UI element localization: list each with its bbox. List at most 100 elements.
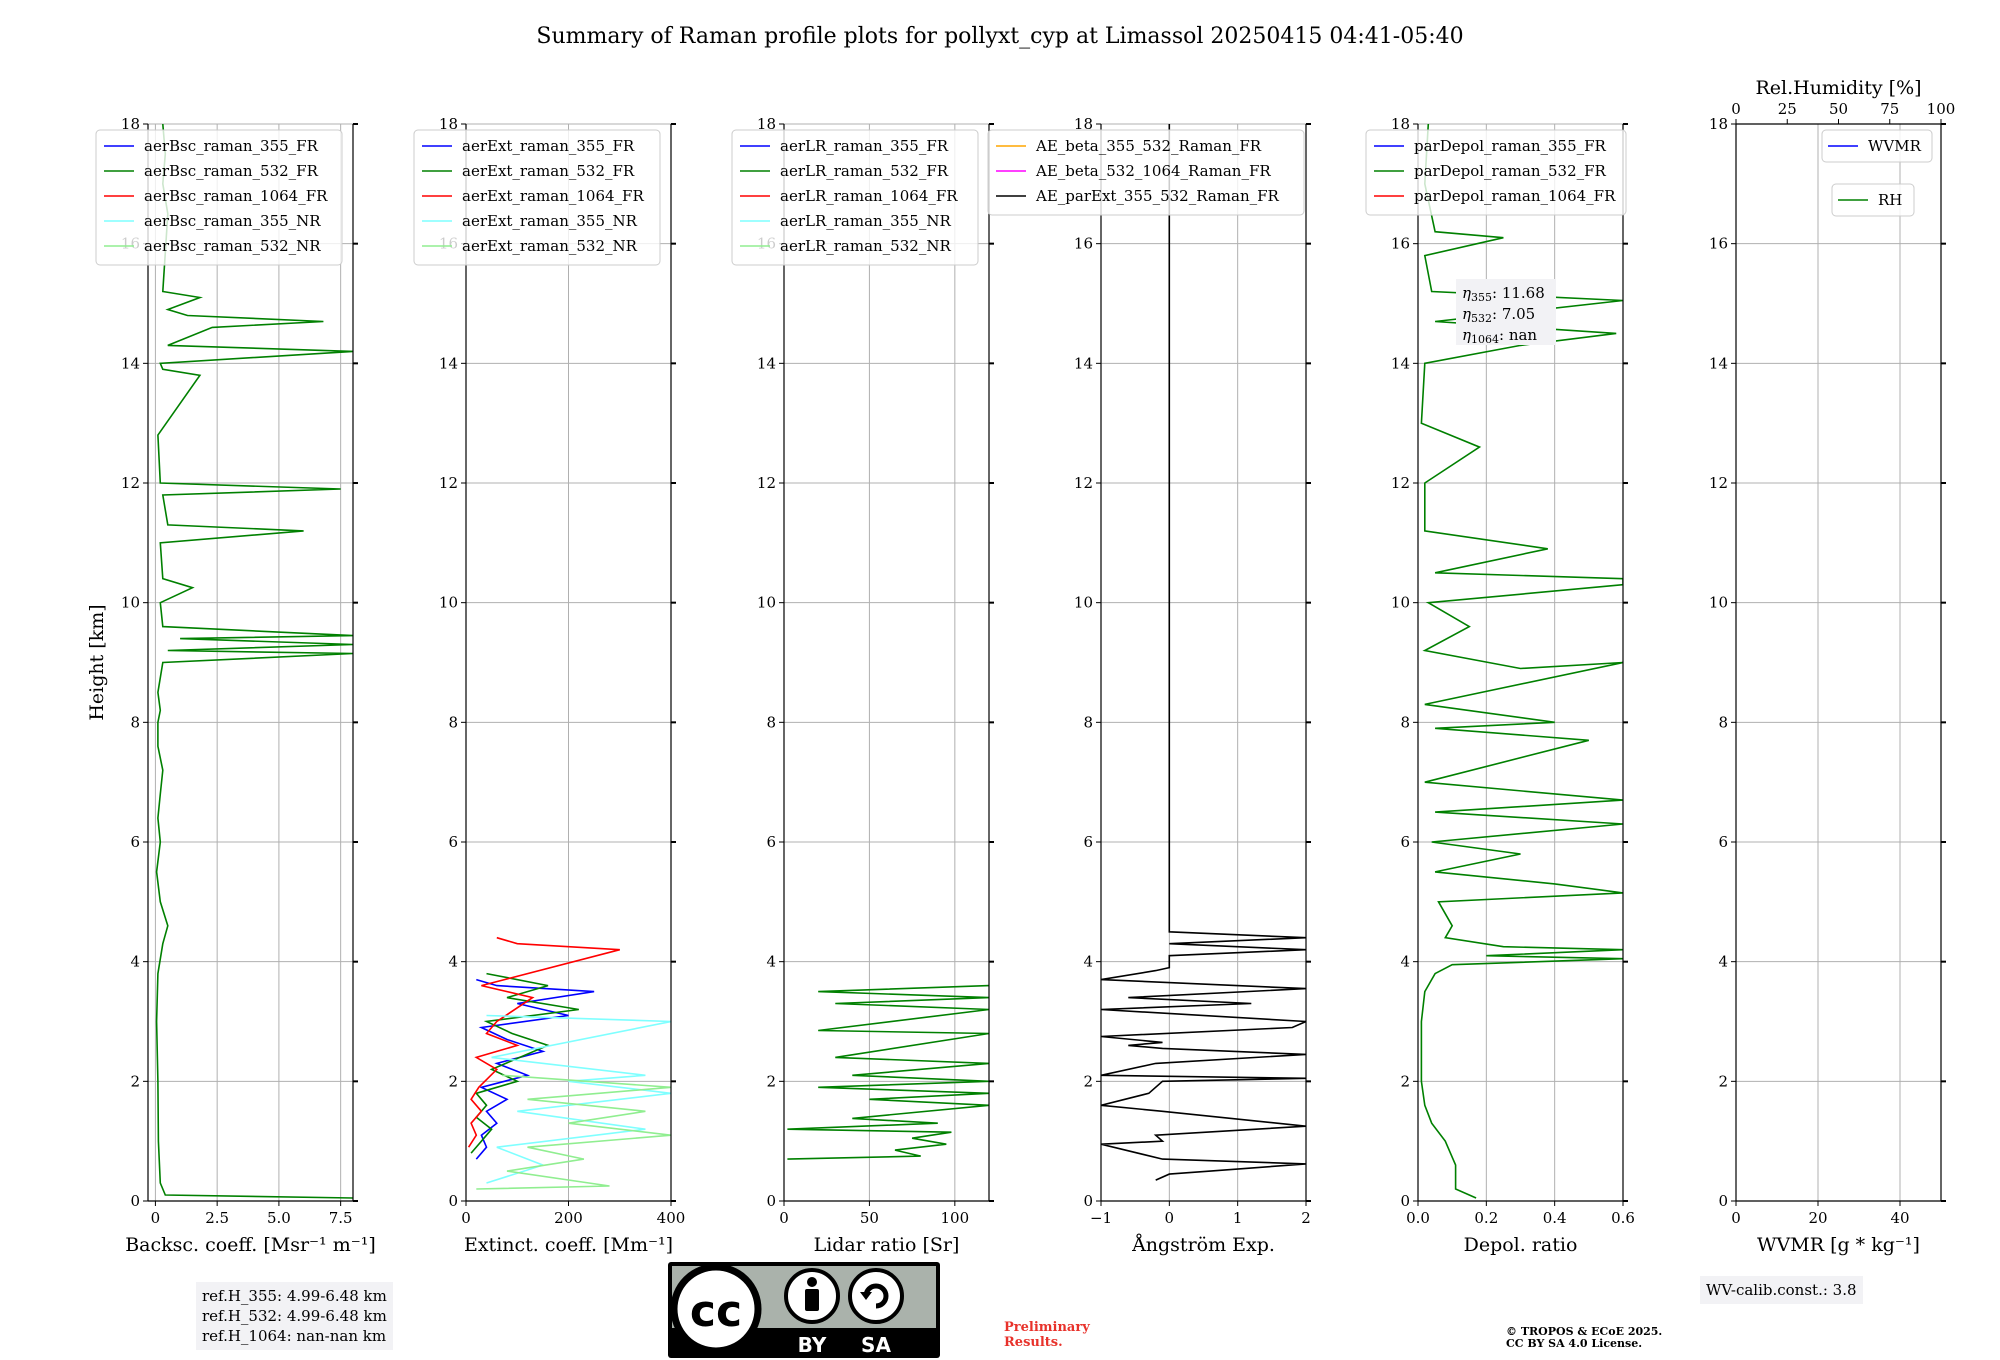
panel-extinction: 0246810121416180200400Extinct. coeff. [M… [413,115,685,1256]
y-tick-label: 18 [1074,115,1093,133]
series-line-aerExt_raman_532_FR [470,972,579,1154]
legend-label: aerExt_raman_532_FR [462,162,635,180]
legend-label: aerBsc_raman_1064_FR [144,187,328,205]
series-line-aerBsc_raman_532_FR [155,124,353,1199]
y-tick-label: 10 [1074,594,1093,612]
x-tick-label: 0 [151,1209,161,1227]
sa-share-icon [848,1268,904,1324]
legend-label: RH [1878,191,1902,209]
legend-label: aerExt_raman_355_NR [462,212,638,230]
legend-depolarization: parDepol_raman_355_FR parDepol_raman_532_… [1365,129,1627,216]
y-tick-label: 10 [1709,594,1728,612]
legend-lidar_ratio: aerLR_raman_355_FR aerLR_raman_532_FR aerL… [731,129,979,266]
x-tick-label: 0.6 [1611,1209,1635,1227]
cc-icon-text: cc [690,1286,742,1337]
y-tick-label: 12 [121,474,140,492]
by-label: BY [798,1333,827,1357]
series-line-aerExt_raman_1064_FR [467,936,621,1148]
y-tick-label: 2 [766,1072,776,1090]
legend-label: aerExt_raman_1064_FR [462,187,644,205]
y-tick-label: 2 [1083,1072,1093,1090]
x-tick-label: 2 [1301,1209,1311,1227]
y-tick-label: 0 [448,1192,458,1210]
y-tick-label: 0 [130,1192,140,1210]
y-tick-label: 8 [448,713,458,731]
legend-WVMR: WVMR [1821,129,1933,163]
y-tick-label: 14 [1074,354,1093,372]
x-tick-label: 40 [1890,1209,1909,1227]
y-tick-label: 18 [1391,115,1410,133]
legend-label: aerExt_raman_532_NR [462,237,638,255]
top-x-tick-label: 75 [1880,100,1899,118]
wv-calibration-box: WV-calib.const.: 3.8 [1700,1276,1863,1304]
y-tick-label: 0 [1718,1192,1728,1210]
y-tick-label: 14 [1709,354,1728,372]
x-tick-label: −1 [1090,1209,1112,1227]
sa-label: SA [861,1333,891,1357]
series-line-AE_parExt_355_532_Raman_FR [1101,124,1306,1181]
y-tick-label: 18 [757,115,776,133]
cc-license-badge[interactable]: cc BY SA [668,1262,940,1358]
y-tick-label: 4 [766,953,776,971]
y-axis-label: Height [km] [86,604,108,720]
legend-label: aerExt_raman_355_FR [462,137,635,155]
y-tick-label: 4 [1083,953,1093,971]
x-tick-label: 7.5 [329,1209,353,1227]
x-tick-label: 20 [1808,1209,1827,1227]
x-tick-label: 0 [1731,1209,1741,1227]
x-axis-label: Extinct. coeff. [Mm⁻¹] [464,1234,673,1256]
top-x-axis-label: Rel.Humidity [%] [1755,77,1921,99]
x-axis-label: Ångström Exp. [1131,1234,1275,1256]
legend-label: parDepol_raman_355_FR [1414,137,1607,155]
panel-lidar_ratio: 024681012141618050100Lidar ratio [Sr]aer… [731,115,994,1256]
legend-label: parDepol_raman_1064_FR [1414,187,1616,205]
x-tick-label: 5.0 [267,1209,291,1227]
legend-label: aerBsc_raman_355_NR [144,212,321,230]
legend-RH: RH [1831,183,1915,217]
legend-box [731,129,979,266]
y-tick-label: 6 [1400,833,1410,851]
legend-extinction: aerExt_raman_355_FR aerExt_raman_532_FRae… [413,129,661,266]
y-tick-label: 6 [1718,833,1728,851]
y-tick-label: 8 [1718,713,1728,731]
legend-label: aerLR_raman_355_FR [780,137,949,155]
preliminary-results-label: Preliminary Results. [1004,1320,1090,1350]
y-tick-label: 14 [439,354,458,372]
legend-box [413,129,661,266]
series-line-parDepol_raman_532_FR [1420,124,1623,1199]
y-tick-label: 4 [1400,953,1410,971]
top-x-tick-label: 0 [1731,100,1741,118]
top-x-tick-label: 50 [1829,100,1848,118]
series-line-aerLR_raman_532_FR [787,984,989,1160]
y-tick-label: 2 [1718,1072,1728,1090]
y-tick-label: 2 [130,1072,140,1090]
y-tick-label: 10 [1391,594,1410,612]
x-tick-label: 0.2 [1474,1209,1498,1227]
x-tick-label: 0.0 [1406,1209,1430,1227]
x-axis-label: Depol. ratio [1464,1234,1578,1256]
y-tick-label: 8 [130,713,140,731]
y-tick-label: 6 [766,833,776,851]
legend-box [1831,183,1915,217]
y-tick-label: 16 [1074,235,1093,253]
legend-label: aerBsc_raman_532_NR [144,237,321,255]
y-tick-label: 10 [439,594,458,612]
x-tick-label: 2.5 [205,1209,229,1227]
eta-1064: η1064: nan [1462,326,1537,346]
y-tick-label: 8 [766,713,776,731]
eta-355: η355: 11.68 [1462,284,1545,304]
x-tick-label: 100 [941,1209,970,1227]
y-tick-label: 14 [121,354,140,372]
y-tick-label: 18 [1709,115,1728,133]
series-line-aerExt_raman_532_NR [476,1074,671,1190]
y-tick-label: 6 [448,833,458,851]
x-tick-label: 0.4 [1543,1209,1567,1227]
y-tick-label: 16 [1709,235,1728,253]
legend-box [1821,129,1933,163]
legend-box [95,129,343,266]
